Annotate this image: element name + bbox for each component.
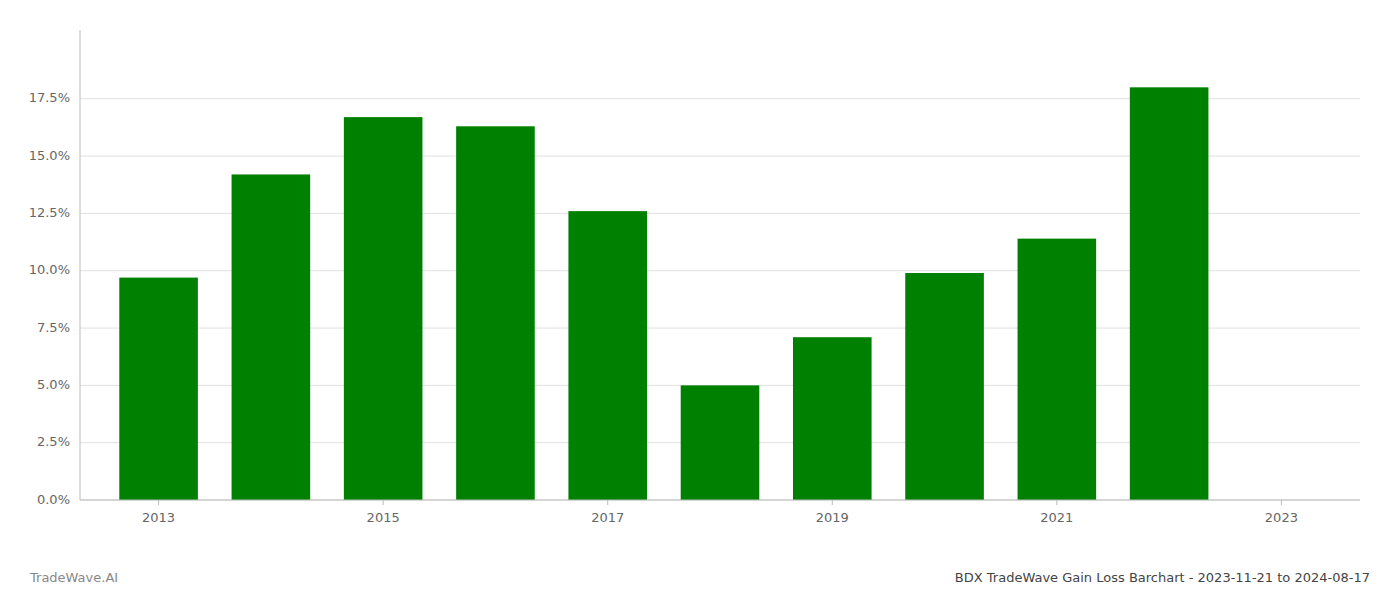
y-tick-label: 2.5% — [37, 434, 70, 449]
grid-line — [80, 500, 1360, 501]
watermark: TradeWave.AI — [29, 570, 118, 585]
bar — [568, 211, 647, 500]
bar — [119, 278, 198, 500]
bar — [905, 273, 984, 500]
bar — [793, 337, 872, 500]
x-tick — [832, 500, 833, 505]
bar — [681, 385, 760, 500]
chart-svg: 0.0% 2.5% 5.0% 7.5% 10.0% 12.5% 15.0% 17.5% 2013… — [0, 0, 1400, 600]
x-axis-line — [80, 500, 1360, 501]
bar — [1130, 87, 1209, 500]
y-axis-line — [80, 30, 81, 500]
x-tick-label: 2023 — [1265, 510, 1298, 525]
x-tick-label: 2013 — [142, 510, 175, 525]
x-tick — [607, 500, 608, 505]
bar — [1018, 239, 1097, 500]
x-tick-label: 2021 — [1040, 510, 1073, 525]
y-tick-label: 10.0% — [29, 262, 70, 277]
bar — [456, 126, 535, 500]
y-tick-label: 7.5% — [37, 320, 70, 335]
bar — [344, 117, 423, 500]
x-tick — [1056, 500, 1057, 505]
y-tick-label: 5.0% — [37, 377, 70, 392]
title: BDX TradeWave Gain Loss Barchart - 2023-… — [955, 570, 1370, 585]
x-tick-label: 2017 — [591, 510, 624, 525]
bar — [232, 174, 311, 500]
x-tick — [1281, 500, 1282, 505]
chart-container: 0.0% 2.5% 5.0% 7.5% 10.0% 12.5% 15.0% 17.5% 2013… — [0, 0, 1400, 600]
x-tick-label: 2019 — [816, 510, 849, 525]
bars — [119, 87, 1208, 500]
x-tick — [158, 500, 159, 505]
y-tick-label: 17.5% — [29, 90, 70, 105]
y-tick-label: 0.0% — [37, 492, 70, 507]
y-tick-label: 12.5% — [29, 205, 70, 220]
x-tick-label: 2015 — [367, 510, 400, 525]
x-tick — [383, 500, 384, 505]
y-tick-label: 15.0% — [29, 148, 70, 163]
